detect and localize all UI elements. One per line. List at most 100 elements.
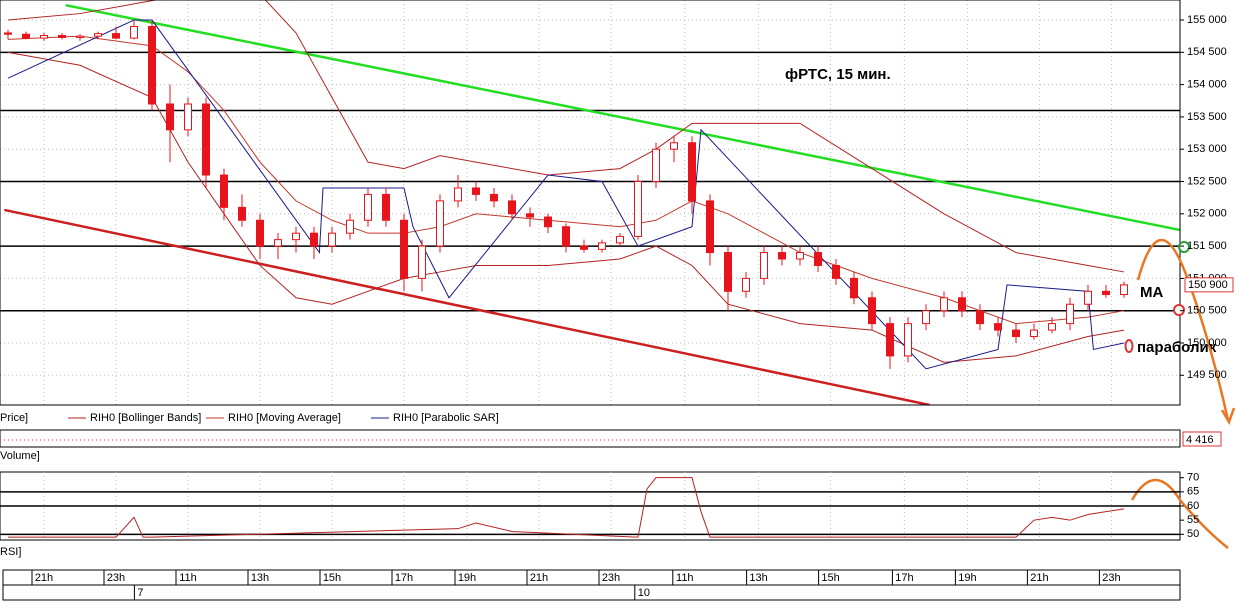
x-tick-label: 13h bbox=[749, 572, 767, 584]
candle-body bbox=[328, 232, 336, 247]
y-tick-label: 150 500 bbox=[1187, 305, 1227, 317]
y-tick-label: 153 500 bbox=[1187, 111, 1227, 123]
candle-body bbox=[562, 226, 570, 247]
volume-last-box bbox=[1182, 431, 1222, 447]
candle-body bbox=[544, 216, 552, 228]
day-label: 7 bbox=[137, 587, 143, 599]
candle-body bbox=[94, 33, 102, 37]
candle-body bbox=[310, 232, 318, 247]
candle-body bbox=[4, 32, 12, 35]
y-tick-label: 154 000 bbox=[1187, 79, 1227, 91]
rsi-panel bbox=[0, 477, 1180, 538]
x-tick-label: 23h bbox=[1102, 572, 1120, 584]
x-tick-label: 21h bbox=[1030, 572, 1048, 584]
chart-title: фРТС, 15 мин. bbox=[785, 66, 891, 83]
candle-body bbox=[220, 174, 228, 208]
candle-body bbox=[184, 103, 192, 131]
candle-body bbox=[202, 103, 210, 176]
candle-body bbox=[112, 33, 120, 39]
x-tick-label: 17h bbox=[895, 572, 913, 584]
rsi-forecast-arrow bbox=[1130, 478, 1229, 549]
candle-body bbox=[256, 219, 264, 247]
marker-circle bbox=[1173, 304, 1185, 316]
candle-body bbox=[1084, 290, 1092, 305]
y-tick-label: 149 500 bbox=[1187, 369, 1227, 381]
candle-body bbox=[706, 200, 714, 254]
candle-body bbox=[724, 252, 732, 292]
candle-body bbox=[454, 187, 462, 202]
candle-body bbox=[472, 187, 480, 195]
candle-body bbox=[598, 242, 606, 250]
candle-body bbox=[796, 252, 804, 260]
volume-label: Volume] bbox=[0, 450, 40, 462]
candle-body bbox=[1030, 329, 1038, 338]
trendline bbox=[65, 3, 1180, 232]
candle-body bbox=[580, 245, 588, 250]
candle-body bbox=[904, 323, 912, 357]
candle-body bbox=[868, 297, 876, 325]
candle-body bbox=[166, 103, 174, 131]
legend-label: RIH0 [Parabolic SAR] bbox=[393, 412, 499, 424]
price-panel bbox=[0, 0, 1180, 405]
candle-body bbox=[490, 193, 498, 202]
candle-body bbox=[994, 323, 1002, 331]
candle-body bbox=[22, 33, 30, 39]
x-tick-label: 15h bbox=[821, 572, 839, 584]
x-tick-label: 11h bbox=[179, 572, 197, 584]
volume-last: 4 416 bbox=[1186, 434, 1214, 446]
marker-circle bbox=[1178, 241, 1190, 253]
rsi-tick-label: 70 bbox=[1187, 472, 1199, 484]
rsi-label: RSI] bbox=[0, 546, 21, 558]
x-tick-label: 17h bbox=[395, 572, 413, 584]
y-tick-label: 152 500 bbox=[1187, 175, 1227, 187]
forecast-arrow bbox=[1136, 238, 1230, 421]
x-tick-label: 11h bbox=[676, 572, 694, 584]
day-label: 10 bbox=[638, 587, 650, 599]
x-tick-label: 23h bbox=[602, 572, 620, 584]
candle-body bbox=[670, 142, 678, 150]
rsi-line bbox=[8, 477, 1125, 538]
candle-body bbox=[292, 232, 300, 241]
candle-body bbox=[76, 35, 84, 38]
candle-body bbox=[886, 323, 894, 357]
x-tick-label: 23h bbox=[107, 572, 125, 584]
candle-body bbox=[1048, 323, 1056, 331]
indicator-line bbox=[7, 51, 1125, 363]
y-tick-label: 153 000 bbox=[1187, 143, 1227, 155]
legend-label: RIH0 [Bollinger Bands] bbox=[90, 412, 201, 424]
y-tick-label: 150 000 bbox=[1187, 337, 1227, 349]
x-tick-label: 19h bbox=[458, 572, 476, 584]
indicator-line bbox=[7, 35, 1125, 325]
candle-body bbox=[616, 235, 624, 244]
indicator-line bbox=[7, 0, 1125, 273]
indicator-line bbox=[7, 19, 1125, 370]
x-tick-label: 21h bbox=[530, 572, 548, 584]
candle-body bbox=[850, 277, 858, 299]
candle-body bbox=[688, 142, 696, 202]
rsi-tick-label: 65 bbox=[1187, 486, 1199, 498]
y-tick-label: 152 000 bbox=[1187, 208, 1227, 220]
rsi-tick-label: 60 bbox=[1187, 500, 1199, 512]
x-tick-label: 21h bbox=[35, 572, 53, 584]
candle-body bbox=[382, 193, 390, 221]
x-tick-label: 15h bbox=[323, 572, 341, 584]
candle-body bbox=[148, 25, 156, 105]
trendline bbox=[4, 208, 930, 405]
candle-body bbox=[346, 219, 354, 234]
candle-body bbox=[58, 35, 66, 38]
candle-body bbox=[526, 213, 534, 218]
candle-body bbox=[652, 148, 660, 183]
y-tick-label: 151 500 bbox=[1187, 240, 1227, 252]
legend-label: RIH0 [Moving Average] bbox=[228, 412, 341, 424]
candle-body bbox=[436, 200, 444, 247]
last-price-label: 150 900 bbox=[1188, 279, 1228, 291]
candle-body bbox=[814, 252, 822, 266]
marker-circle bbox=[1124, 339, 1134, 353]
y-tick-label: 154 500 bbox=[1187, 46, 1227, 58]
last-price-box bbox=[1184, 277, 1234, 293]
candle-body bbox=[634, 181, 642, 237]
y-tick-label: 155 000 bbox=[1187, 14, 1227, 26]
candle-body bbox=[508, 200, 516, 215]
